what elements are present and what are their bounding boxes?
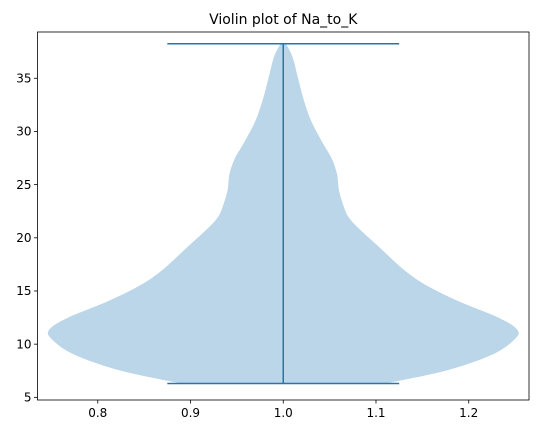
x-tick-label: 1.1 [366, 406, 385, 420]
y-tick-label: 35 [16, 71, 31, 85]
y-tick-label: 15 [16, 284, 31, 298]
chart-title: Violin plot of Na_to_K [209, 12, 358, 28]
x-tick-label: 1.0 [274, 406, 293, 420]
x-tick-label: 1.2 [459, 406, 478, 420]
x-axis-ticks: 0.8 0.9 1.0 1.1 1.2 [88, 400, 478, 420]
y-tick-label: 10 [16, 337, 31, 351]
x-tick-label: 0.8 [88, 406, 107, 420]
y-tick-label: 5 [24, 391, 32, 405]
x-tick-label: 0.9 [181, 406, 200, 420]
plot-area [48, 44, 519, 384]
y-axis-ticks: 5 10 15 20 25 30 35 [16, 71, 37, 404]
y-tick-label: 20 [16, 231, 31, 245]
y-tick-label: 30 [16, 125, 31, 139]
y-tick-label: 25 [16, 178, 31, 192]
